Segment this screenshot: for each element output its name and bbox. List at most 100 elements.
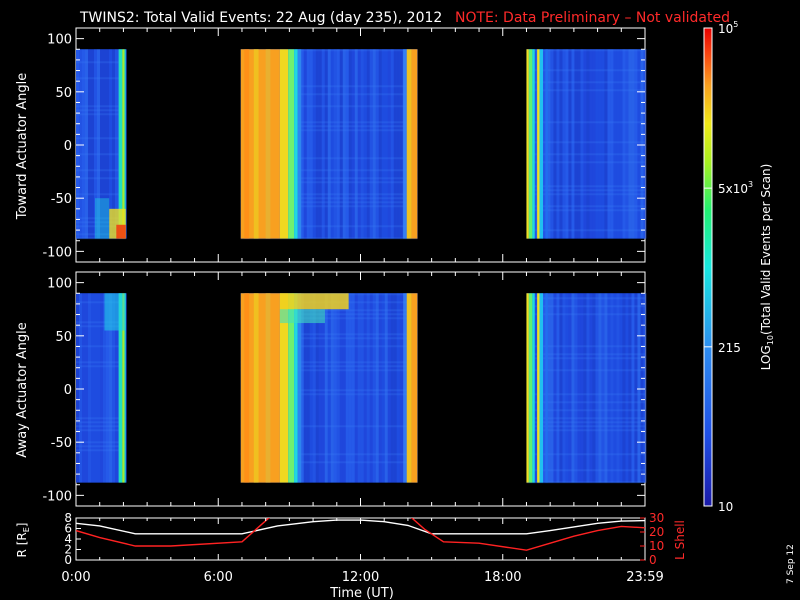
heatmap-texture: [240, 181, 418, 184]
heatmap-texture: [526, 69, 645, 72]
heatmap-texture: [303, 49, 307, 239]
heatmap-texture: [348, 49, 352, 239]
heatmap-texture: [366, 293, 370, 483]
heatmap-band: [526, 49, 529, 239]
heatmap-texture: [526, 229, 645, 232]
heatmap-texture: [535, 293, 539, 483]
heatmap-texture: [568, 49, 572, 239]
heatmap-texture: [240, 309, 418, 312]
heatmap-band: [294, 49, 298, 239]
heatmap-texture: [76, 293, 79, 483]
heatmap-texture: [622, 49, 626, 239]
heatmap-texture: [303, 293, 307, 483]
heatmap-texture: [622, 293, 626, 483]
heatmap-texture: [309, 293, 313, 483]
heatmap-texture: [526, 185, 645, 188]
heatmap-hotspot: [104, 293, 126, 331]
heatmap-texture: [79, 49, 82, 239]
heatmap-texture: [91, 293, 94, 483]
heatmap-texture: [550, 293, 554, 483]
heatmap-band: [253, 49, 259, 239]
heatmap-texture: [360, 49, 364, 239]
heatmap-texture: [631, 49, 635, 239]
heatmap-texture: [76, 325, 126, 328]
heatmap-texture: [577, 49, 581, 239]
heatmap-texture: [85, 293, 88, 483]
y-tick-label: 50: [55, 86, 72, 101]
heatmap-band: [532, 49, 535, 239]
x-tick-label: 23:59: [626, 570, 663, 585]
heatmap-texture: [240, 129, 418, 132]
heatmap-texture: [115, 49, 118, 239]
heatmap-texture: [547, 49, 551, 239]
heatmap-texture: [97, 49, 100, 239]
heatmap-texture: [76, 193, 126, 196]
heatmap-band: [122, 49, 125, 239]
heatmap-texture: [240, 461, 418, 464]
panel-toward: 100 50 0 -50 -100 Toward Actuator Angle: [15, 27, 647, 263]
toward-y-label: Toward Actuator Angle: [15, 73, 30, 220]
heatmap-texture: [324, 293, 328, 483]
heatmap-texture: [399, 293, 403, 483]
heatmap-texture: [372, 293, 376, 483]
heatmap-band: [406, 293, 412, 483]
heatmap-texture: [625, 49, 629, 239]
heatmap-band: [244, 49, 250, 239]
colorbar: 10 215 5x103 105 LOG10(Total Valid Events p…: [703, 20, 775, 514]
heatmap-texture: [240, 205, 418, 208]
heatmap-texture: [526, 81, 645, 84]
heatmap-texture: [583, 49, 587, 239]
heatmap-texture: [390, 49, 394, 239]
heatmap-texture: [384, 49, 388, 239]
x-tick-label: 12:00: [342, 570, 379, 585]
heatmap-texture: [369, 293, 373, 483]
heatmap-texture: [595, 49, 599, 239]
heatmap-texture: [112, 49, 115, 239]
heatmap-texture: [595, 293, 599, 483]
heatmap-band: [118, 49, 123, 239]
heatmap-texture: [240, 365, 418, 368]
heatmap-texture: [240, 121, 418, 124]
heatmap-texture: [100, 49, 103, 239]
heatmap-texture: [565, 293, 569, 483]
colorbar-tick-label: 105: [718, 20, 738, 36]
y-tick-label: 50: [55, 330, 72, 345]
heatmap-band: [539, 49, 544, 239]
toward-y-ticks: 100 50 0 -50 -100: [42, 28, 646, 262]
heatmap-texture: [76, 441, 126, 444]
heatmap-texture: [103, 49, 106, 239]
heatmap-band: [118, 293, 123, 483]
heatmap-texture: [553, 293, 557, 483]
heatmap-texture: [571, 49, 575, 239]
heatmap-texture: [589, 293, 593, 483]
heatmap-texture: [336, 293, 340, 483]
heatmap-texture: [526, 481, 645, 484]
heatmap-texture: [240, 85, 418, 88]
heatmap-texture: [106, 293, 109, 483]
heatmap-texture: [109, 293, 112, 483]
heatmap-texture: [240, 361, 418, 364]
heatmap-texture: [357, 293, 361, 483]
heatmap-texture: [556, 49, 560, 239]
heatmap-texture: [601, 293, 605, 483]
heatmap-band: [411, 49, 418, 239]
heatmap-texture: [76, 77, 126, 80]
x-tick-label: 0:00: [61, 570, 90, 585]
away-y-ticks: 100 50 0 -50 -100: [42, 272, 646, 506]
heatmap-texture: [76, 225, 126, 228]
heatmap-texture: [82, 49, 85, 239]
heatmap-texture: [324, 49, 328, 239]
heatmap-texture: [526, 305, 645, 308]
heatmap-texture: [330, 49, 334, 239]
heatmap-texture: [318, 293, 322, 483]
colorbar-tick-label: 10: [718, 500, 733, 514]
heatmap-texture: [637, 49, 641, 239]
heatmap-band: [124, 49, 126, 239]
heatmap-texture: [556, 293, 560, 483]
heatmap-texture: [526, 421, 645, 424]
heatmap-texture: [240, 93, 418, 96]
y-tick-label: 100: [47, 33, 72, 48]
